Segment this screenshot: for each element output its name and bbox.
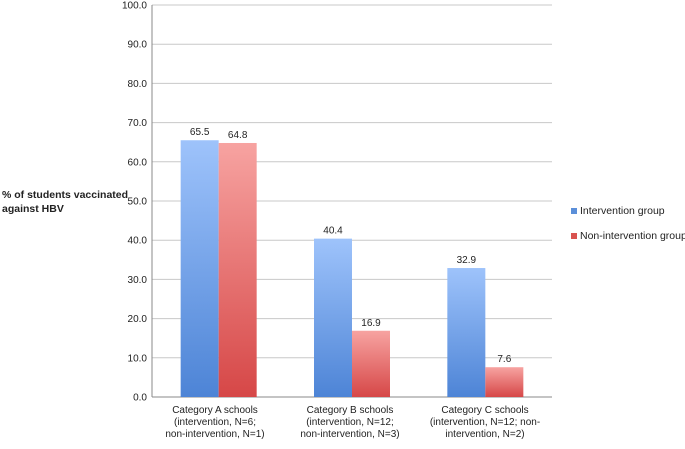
x-category-a: Category A schools (intervention, N=6; n… <box>145 405 285 441</box>
x-category-line: (intervention, N=12; <box>306 417 394 428</box>
y-tick-label: 100.0 <box>122 1 147 12</box>
bar-intervention <box>447 268 486 397</box>
bar-value-label: 16.9 <box>361 318 381 329</box>
y-axis-label-line: against HBV <box>2 203 64 215</box>
bars <box>180 140 524 398</box>
bar-intervention <box>314 238 352 397</box>
bar-value-label: 65.5 <box>190 127 210 138</box>
y-tick-label: 60.0 <box>128 157 148 168</box>
y-axis-label: % of students vaccinated against HBV <box>2 188 142 216</box>
legend: Intervention group Non-intervention grou… <box>571 205 685 255</box>
y-tick-label: 30.0 <box>128 275 148 286</box>
y-tick-label: 10.0 <box>128 353 148 364</box>
bar-value-label: 32.9 <box>457 255 477 266</box>
y-tick-label: 70.0 <box>128 118 148 129</box>
x-category-line: non-intervention, N=3) <box>300 429 400 440</box>
y-tick-label: 80.0 <box>128 79 148 90</box>
x-category-line: Category B schools <box>306 405 394 416</box>
bar-value-label: 40.4 <box>323 226 343 237</box>
y-tick-label: 0.0 <box>133 393 147 404</box>
bar-non-intervention <box>485 367 524 397</box>
bar-labels: 65.5 64.8 40.4 16.9 32.9 7.6 <box>190 127 512 365</box>
y-tick-label: 50.0 <box>128 197 148 208</box>
y-axis-ticks: 0.0 10.0 20.0 30.0 40.0 50.0 60.0 70.0 80.0 90.0 1… <box>122 1 147 404</box>
bar-value-label: 7.6 <box>497 354 511 365</box>
bar-non-intervention <box>352 330 390 397</box>
y-tick-label: 40.0 <box>128 236 148 247</box>
x-category-c: Category C schools (intervention, N=12; … <box>415 405 555 441</box>
x-category-line: non-intervention, N=1) <box>165 429 265 440</box>
x-category-line: Category A schools <box>172 405 258 416</box>
bar-intervention <box>180 140 219 398</box>
legend-label-non-intervention: Non-intervention group <box>580 230 685 242</box>
x-category-line: Category C schools <box>441 405 529 416</box>
x-category-line: intervention, N=2) <box>445 429 525 440</box>
x-category-b: Category B schools (intervention, N=12; … <box>280 405 420 441</box>
legend-label-intervention: Intervention group <box>580 205 665 217</box>
x-category-line: (intervention, N=12; non- <box>429 417 541 428</box>
legend-item-non-intervention: Non-intervention group <box>571 230 685 242</box>
x-category-line: (intervention, N=6; <box>174 417 256 428</box>
y-tick-label: 20.0 <box>128 314 148 325</box>
legend-swatch-non-intervention <box>571 233 577 239</box>
y-tick-label: 90.0 <box>128 40 148 51</box>
y-axis-label-line: % of students vaccinated <box>2 189 129 201</box>
legend-item-intervention: Intervention group <box>571 205 685 217</box>
bar-value-label: 64.8 <box>228 130 248 141</box>
bar-non-intervention <box>218 142 257 397</box>
legend-swatch-intervention <box>571 208 577 214</box>
